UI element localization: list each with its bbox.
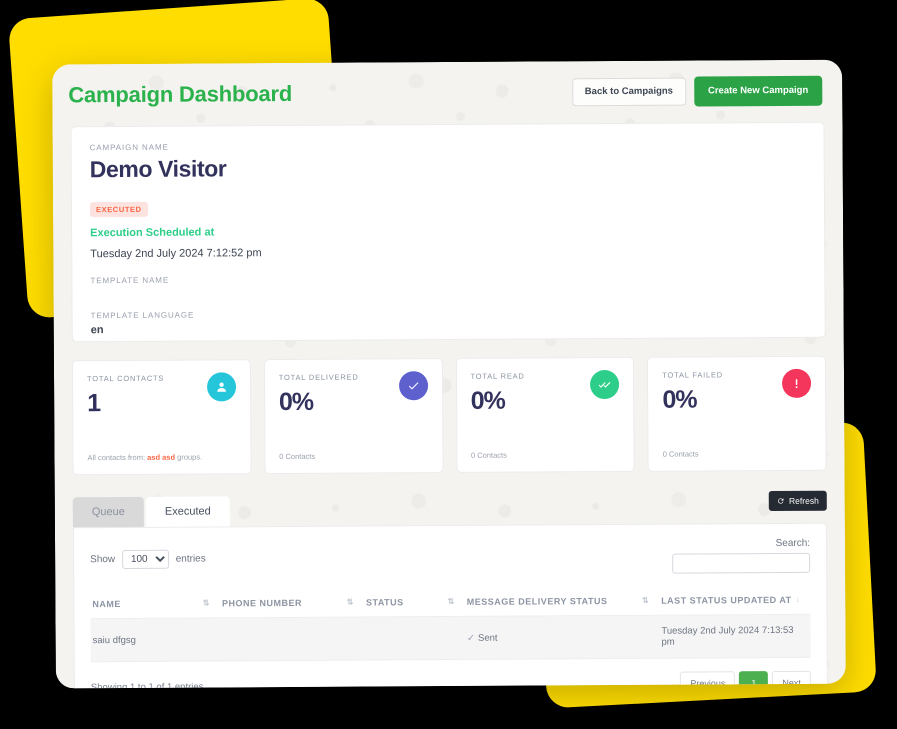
- refresh-icon: [778, 498, 784, 504]
- cell-status: [364, 616, 466, 661]
- cell-last-status-updated-at: Tuesday 2nd July 2024 7:13:53 pm: [659, 614, 811, 659]
- campaign-detail-panel: CAMPAIGN NAME Demo Visitor EXECUTED Exec…: [70, 121, 826, 343]
- cell-phone-number: [220, 617, 365, 661]
- search-input[interactable]: [672, 552, 811, 574]
- showing-entries-text: Showing 1 to 1 of 1 entries: [90, 681, 204, 689]
- campaign-name-label: CAMPAIGN NAME: [89, 142, 169, 153]
- stat-subtext: All contacts from: asd asd groups.: [87, 453, 202, 463]
- table-body: saiu dfgsg ✓ Sent Tuesday 2nd July 2024 7…: [90, 614, 811, 662]
- cell-name: saiu dfgsg: [90, 617, 221, 662]
- column-header-phone-number[interactable]: PHONE NUMBER ⇅: [219, 591, 365, 618]
- table-head: NAME ⇅ PHONE NUMBER ⇅ STATUS ⇅ MESSAGE: [90, 588, 811, 619]
- stat-subtext: 0 Contacts: [662, 449, 699, 459]
- column-header-last-status-updated-at[interactable]: LAST STATUS UPDATED AT ↓: [659, 588, 811, 616]
- column-header-message-delivery-status[interactable]: MESSAGE DELIVERY STATUS ⇅: [464, 589, 660, 617]
- back-to-campaigns-button[interactable]: Back to Campaigns: [571, 77, 687, 106]
- campaign-name-value: Demo Visitor: [89, 155, 227, 183]
- executed-table-panel: Show 100 entries Search: NAME ⇅: [72, 522, 829, 689]
- refresh-button[interactable]: Refresh: [768, 490, 827, 512]
- stat-subtext: 0 Contacts: [470, 450, 507, 460]
- campaign-dashboard-card: Campaign Dashboard Back to Campaigns Cre…: [52, 59, 846, 689]
- entries-select[interactable]: 100: [121, 549, 169, 570]
- stat-card-total-read: TOTAL READ 0% 0 Contacts: [455, 356, 635, 473]
- stat-sub-highlight: asd asd: [147, 452, 176, 462]
- check-icon: ✓: [466, 632, 476, 644]
- column-label: MESSAGE DELIVERY STATUS: [466, 596, 608, 607]
- stat-sub-prefix: All contacts from:: [87, 452, 148, 463]
- column-label: PHONE NUMBER: [221, 597, 303, 609]
- search-control: Search:: [672, 537, 811, 574]
- stat-cards-row: TOTAL CONTACTS 1 All contacts from: asd …: [71, 355, 827, 476]
- check-circle-icon: [398, 371, 428, 401]
- template-language-value: en: [90, 324, 104, 337]
- status-badge: EXECUTED: [89, 201, 148, 218]
- create-new-campaign-button[interactable]: Create New Campaign: [693, 75, 823, 107]
- execution-scheduled-value: Tuesday 2nd July 2024 7:12:52 pm: [90, 247, 262, 261]
- show-label: Show: [90, 554, 116, 566]
- header-actions: Back to Campaigns Create New Campaign: [571, 75, 823, 107]
- stat-subtext: 0 Contacts: [279, 451, 316, 462]
- table-row: saiu dfgsg ✓ Sent Tuesday 2nd July 2024 7…: [90, 614, 811, 662]
- sort-icon: ⇅: [202, 598, 211, 608]
- sort-icon: ⇅: [346, 597, 355, 607]
- column-label: NAME: [92, 599, 121, 610]
- tab-list: Queue Executed: [72, 496, 230, 528]
- page-title: Campaign Dashboard: [68, 80, 293, 108]
- column-label: LAST STATUS UPDATED AT: [661, 594, 792, 606]
- stat-card-total-delivered: TOTAL DELIVERED 0% 0 Contacts: [263, 358, 444, 475]
- sort-icon-desc: ↓: [795, 594, 801, 604]
- stat-sub-suffix: groups.: [175, 452, 203, 462]
- refresh-button-label: Refresh: [788, 495, 819, 506]
- user-icon: [206, 372, 236, 402]
- sort-icon: ⇅: [641, 595, 650, 605]
- column-header-name[interactable]: NAME ⇅: [90, 592, 221, 619]
- column-header-status[interactable]: STATUS ⇅: [363, 590, 465, 618]
- dashboard-header: Campaign Dashboard Back to Campaigns Cre…: [52, 60, 842, 127]
- column-label: STATUS: [365, 597, 404, 608]
- sort-icon: ⇅: [447, 596, 455, 607]
- template-name-label: TEMPLATE NAME: [90, 275, 170, 286]
- stat-card-total-contacts: TOTAL CONTACTS 1 All contacts from: asd …: [71, 359, 252, 476]
- double-check-icon: [590, 369, 620, 400]
- exclamation-icon: [781, 368, 812, 398]
- tab-queue[interactable]: Queue: [72, 496, 144, 528]
- tab-executed[interactable]: Executed: [145, 496, 230, 527]
- tabs-row: Queue Executed Refresh: [72, 490, 827, 528]
- stat-card-total-failed: TOTAL FAILED 0% 0 Contacts: [647, 355, 827, 472]
- executed-table: NAME ⇅ PHONE NUMBER ⇅ STATUS ⇅ MESSAGE: [90, 588, 811, 662]
- table-header-row: NAME ⇅ PHONE NUMBER ⇅ STATUS ⇅ MESSAGE: [90, 588, 811, 619]
- entries-label: entries: [175, 553, 206, 565]
- entries-control: Show 100 entries: [90, 549, 206, 570]
- delivery-status-text: Sent: [477, 632, 498, 644]
- table-controls: Show 100 entries Search:: [90, 537, 811, 577]
- search-label: Search:: [775, 537, 811, 550]
- cell-message-delivery-status: ✓ Sent: [464, 615, 660, 660]
